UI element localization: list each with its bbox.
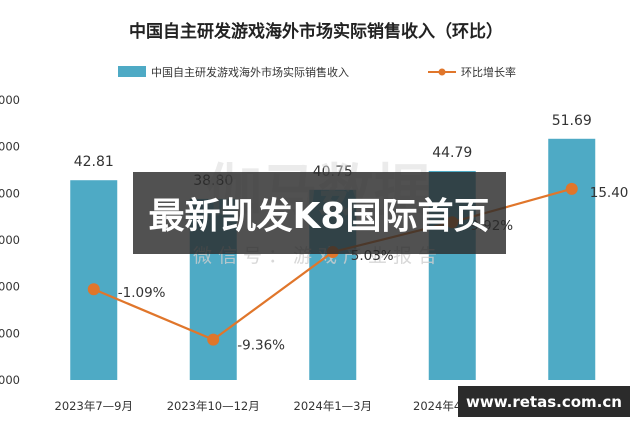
growth-rate-marker: [87, 283, 100, 296]
x-tick-label: 2023年7—9月: [55, 399, 133, 413]
y-tick-label: 000: [0, 280, 20, 294]
growth-rate-label: -1.09%: [118, 285, 166, 301]
y-tick-label: 000: [0, 326, 20, 340]
banner-background: [133, 172, 506, 254]
bar-value-label: 51.69: [552, 113, 592, 129]
url-text: www.retas.com.cn: [466, 393, 622, 411]
growth-rate-label: -9.36%: [237, 338, 285, 354]
y-tick-label: 000: [0, 233, 20, 247]
legend-swatch-bar: [118, 66, 146, 77]
bar-value-label: 44.79: [432, 145, 472, 161]
bar: [70, 180, 118, 380]
y-tick-label: 000: [0, 373, 20, 387]
chart-title: 中国自主研发游戏海外市场实际销售收入（环比）: [129, 21, 503, 42]
growth-rate-marker: [565, 182, 578, 195]
legend: 中国自主研发游戏海外市场实际销售收入 环比增长率: [118, 65, 516, 79]
url-overlay: www.retas.com.cn: [458, 386, 630, 417]
banner-text: 最新凯发K8国际首页: [149, 196, 490, 237]
y-axis-ticks: 000 000 000 000 000 000 000: [0, 93, 20, 387]
growth-rate-marker: [207, 333, 220, 346]
y-tick-label: 000: [0, 186, 20, 200]
x-tick-label: 2023年10—12月: [167, 399, 260, 413]
y-tick-label: 000: [0, 93, 20, 107]
y-tick-label: 000: [0, 140, 20, 154]
legend-label-bar: 中国自主研发游戏海外市场实际销售收入: [151, 65, 349, 79]
bar-value-label: 42.81: [74, 154, 114, 170]
url-background: [458, 386, 630, 417]
banner-overlay: 最新凯发K8国际首页: [133, 172, 506, 254]
x-tick-label: 2024年1—3月: [294, 399, 372, 413]
legend-swatch-marker: [438, 68, 446, 76]
growth-rate-label: 15.40: [590, 185, 629, 201]
bar: [548, 138, 596, 380]
legend-label-line: 环比增长率: [461, 65, 516, 79]
